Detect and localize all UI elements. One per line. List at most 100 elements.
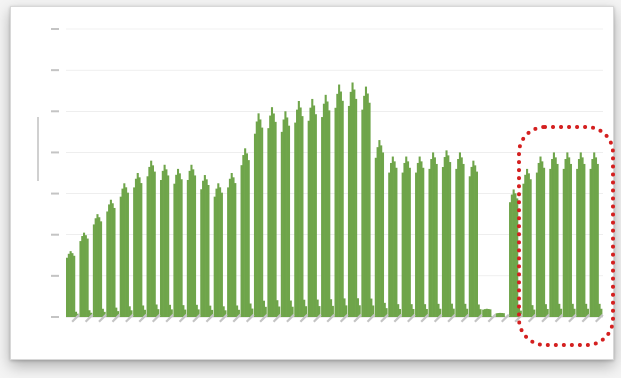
bar	[321, 117, 323, 317]
bar	[461, 157, 463, 317]
bar	[309, 108, 311, 317]
week-bar-group	[66, 251, 79, 317]
bar	[459, 152, 461, 317]
bar	[234, 183, 236, 317]
bar	[150, 161, 152, 317]
bar	[98, 217, 100, 317]
week-bar-group	[375, 140, 388, 317]
bar	[370, 299, 372, 317]
week-bar-group	[254, 113, 267, 317]
bar	[87, 239, 89, 317]
bar	[432, 152, 434, 317]
bar	[430, 159, 432, 317]
bar	[231, 173, 233, 317]
bar	[127, 193, 129, 317]
bar	[192, 169, 194, 317]
bar	[248, 160, 250, 317]
bar	[474, 165, 476, 317]
bar	[420, 161, 422, 317]
bar	[484, 309, 486, 317]
bar	[81, 236, 83, 317]
bar	[325, 95, 327, 317]
bar	[142, 305, 144, 317]
bar	[350, 92, 352, 317]
bar	[179, 173, 181, 317]
bar	[271, 107, 273, 317]
bar	[182, 305, 184, 317]
bar	[482, 310, 484, 317]
bar	[336, 94, 338, 317]
bar	[417, 163, 419, 317]
bar	[472, 161, 474, 317]
bar	[137, 173, 139, 317]
bar	[464, 304, 466, 317]
bar	[206, 179, 208, 317]
week-bar-group	[79, 233, 92, 317]
bar	[405, 157, 407, 317]
bar	[390, 163, 392, 317]
bar	[361, 110, 363, 317]
bar	[388, 173, 390, 317]
bar	[298, 101, 300, 317]
week-bar-group	[335, 85, 348, 317]
week-bar-group	[200, 175, 213, 317]
week-bar-group	[469, 161, 482, 317]
bar	[100, 221, 102, 317]
bar	[367, 94, 369, 317]
bar	[411, 304, 413, 317]
bar	[167, 175, 169, 317]
bar	[511, 195, 513, 317]
bar	[259, 119, 261, 317]
bar	[375, 158, 377, 317]
bar	[415, 173, 417, 317]
bar	[436, 164, 438, 317]
bar	[451, 304, 453, 317]
bar	[162, 171, 164, 317]
bar	[93, 224, 95, 317]
bar	[177, 169, 179, 317]
bar	[263, 301, 265, 317]
y-tick-label	[51, 193, 59, 195]
bar	[315, 114, 317, 317]
bar	[311, 99, 313, 317]
week-bar-group	[415, 157, 428, 317]
bar	[140, 183, 142, 317]
week-bar-group	[321, 95, 334, 317]
bar	[120, 197, 122, 317]
bar	[189, 171, 191, 317]
bar	[249, 304, 251, 317]
y-tick-label	[51, 69, 59, 71]
bar	[290, 301, 292, 317]
bar	[378, 140, 380, 317]
bar	[152, 165, 154, 317]
bar	[488, 309, 490, 317]
bar	[503, 313, 505, 317]
bar	[123, 183, 125, 317]
bar	[147, 176, 149, 317]
bar	[497, 313, 499, 317]
bar	[377, 147, 379, 317]
bar	[175, 175, 177, 317]
week-bar-group	[147, 161, 160, 317]
bar	[190, 165, 192, 317]
bar	[422, 168, 424, 317]
bar	[232, 177, 234, 317]
bar	[110, 200, 112, 317]
bar	[70, 251, 72, 317]
bar	[340, 92, 342, 317]
week-bar-group	[281, 111, 294, 317]
bar	[96, 214, 98, 317]
week-bar-group	[214, 183, 227, 317]
bar	[229, 179, 231, 317]
bar	[121, 189, 123, 317]
bar	[447, 155, 449, 317]
bar	[284, 111, 286, 317]
bar	[338, 85, 340, 317]
bar	[187, 180, 189, 317]
bar	[135, 179, 137, 317]
bar	[106, 211, 108, 317]
bar	[79, 241, 81, 317]
week-bar-group	[361, 87, 374, 317]
bar	[394, 161, 396, 317]
bar	[221, 193, 223, 317]
